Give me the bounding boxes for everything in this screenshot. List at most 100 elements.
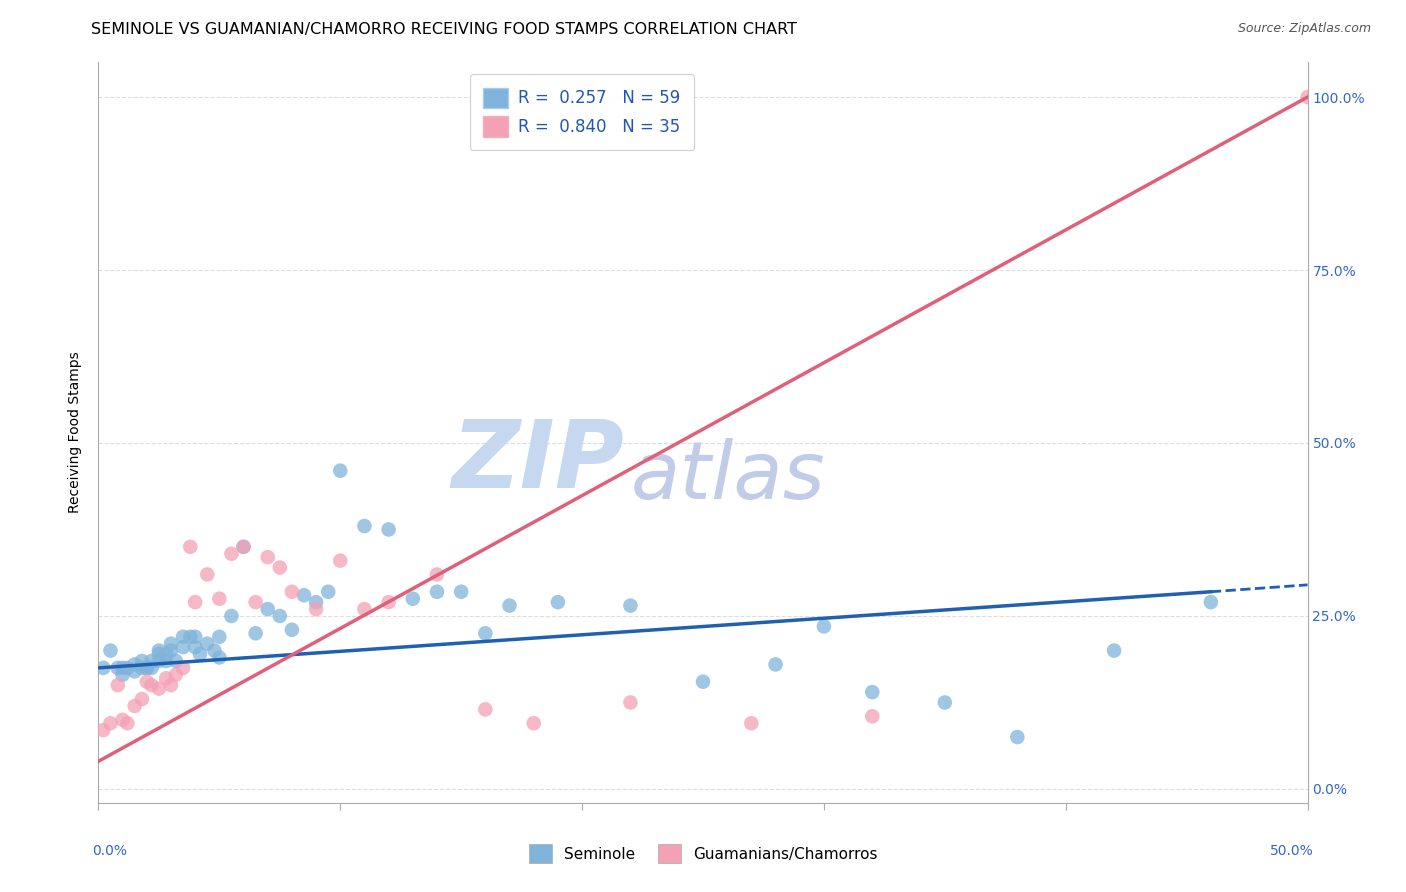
Point xyxy=(188,647,211,661)
Point xyxy=(474,626,496,640)
Point xyxy=(221,609,243,624)
Point xyxy=(353,519,375,533)
Point xyxy=(111,661,134,675)
Point xyxy=(141,654,163,668)
Point xyxy=(117,661,139,675)
Point xyxy=(172,640,194,654)
Point xyxy=(160,678,183,692)
Point xyxy=(148,681,170,696)
Text: atlas: atlas xyxy=(630,438,825,516)
Text: 50.0%: 50.0% xyxy=(1270,844,1313,857)
Point xyxy=(232,540,254,554)
Point xyxy=(1296,90,1319,104)
Point xyxy=(292,588,315,602)
Point xyxy=(1199,595,1222,609)
Point xyxy=(117,716,139,731)
Point xyxy=(131,692,153,706)
Point xyxy=(813,619,835,633)
Point xyxy=(155,654,177,668)
Point xyxy=(523,716,546,731)
Point xyxy=(316,584,339,599)
Point xyxy=(100,716,122,731)
Point xyxy=(329,554,352,568)
Point xyxy=(208,591,231,606)
Point xyxy=(426,584,449,599)
Point xyxy=(245,626,267,640)
Point xyxy=(111,667,134,681)
Point xyxy=(402,591,425,606)
Point xyxy=(148,647,170,661)
Point xyxy=(141,661,163,675)
Point xyxy=(111,713,134,727)
Point xyxy=(221,547,243,561)
Point xyxy=(195,637,218,651)
Point xyxy=(184,630,207,644)
Point xyxy=(547,595,569,609)
Point xyxy=(256,550,278,565)
Point xyxy=(165,654,187,668)
Point xyxy=(1007,730,1029,744)
Point xyxy=(204,643,226,657)
Point xyxy=(377,595,399,609)
Point xyxy=(208,630,231,644)
Point xyxy=(124,665,146,679)
Point xyxy=(100,643,122,657)
Point xyxy=(165,667,187,681)
Point xyxy=(232,540,254,554)
Point xyxy=(474,702,496,716)
Point xyxy=(619,599,641,613)
Point xyxy=(353,602,375,616)
Point xyxy=(208,650,231,665)
Point xyxy=(160,637,183,651)
Text: ZIP: ZIP xyxy=(451,417,624,508)
Point xyxy=(91,723,114,738)
Point xyxy=(498,599,520,613)
Point xyxy=(245,595,267,609)
Point xyxy=(281,584,304,599)
Point xyxy=(131,661,153,675)
Point xyxy=(619,696,641,710)
Point xyxy=(269,560,291,574)
Point xyxy=(131,654,153,668)
Point xyxy=(329,464,352,478)
Text: SEMINOLE VS GUAMANIAN/CHAMORRO RECEIVING FOOD STAMPS CORRELATION CHART: SEMINOLE VS GUAMANIAN/CHAMORRO RECEIVING… xyxy=(91,22,797,37)
Y-axis label: Receiving Food Stamps: Receiving Food Stamps xyxy=(69,351,83,514)
Point xyxy=(155,671,177,685)
Point xyxy=(155,647,177,661)
Point xyxy=(135,661,157,675)
Text: Source: ZipAtlas.com: Source: ZipAtlas.com xyxy=(1237,22,1371,36)
Text: 0.0%: 0.0% xyxy=(93,844,128,857)
Point xyxy=(377,523,399,537)
Point xyxy=(179,630,201,644)
Point xyxy=(195,567,218,582)
Point xyxy=(281,623,304,637)
Point xyxy=(179,540,201,554)
Point xyxy=(1102,643,1125,657)
Point xyxy=(135,674,157,689)
Point xyxy=(765,657,787,672)
Point xyxy=(860,685,883,699)
Point xyxy=(450,584,472,599)
Legend: Seminole, Guamanians/Chamorros: Seminole, Guamanians/Chamorros xyxy=(523,838,883,869)
Point xyxy=(135,661,157,675)
Point xyxy=(91,661,114,675)
Point xyxy=(124,698,146,713)
Point xyxy=(172,661,194,675)
Point xyxy=(426,567,449,582)
Point xyxy=(269,609,291,624)
Point xyxy=(740,716,762,731)
Point xyxy=(184,640,207,654)
Point xyxy=(934,696,956,710)
Point xyxy=(860,709,883,723)
Point xyxy=(305,602,328,616)
Point xyxy=(148,643,170,657)
Point xyxy=(692,674,714,689)
Point xyxy=(107,678,129,692)
Point xyxy=(184,595,207,609)
Point xyxy=(305,595,328,609)
Point xyxy=(141,678,163,692)
Point xyxy=(172,630,194,644)
Point xyxy=(107,661,129,675)
Point xyxy=(124,657,146,672)
Point xyxy=(256,602,278,616)
